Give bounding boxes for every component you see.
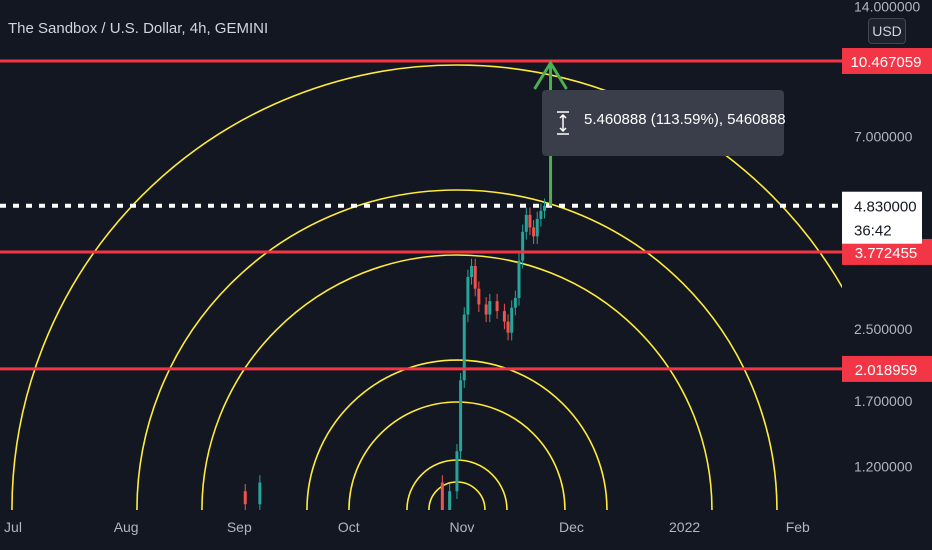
candle-body bbox=[528, 214, 532, 228]
price-axis[interactable]: 14.000000 7.000000 2.500000 1.700000 1.20000… bbox=[842, 0, 932, 550]
price-tick-5: 1.200000 bbox=[854, 458, 913, 474]
time-label-2: Aug bbox=[114, 519, 139, 535]
candle-body bbox=[495, 301, 499, 312]
measure-text: 5.460888 (113.59%), 5460888 bbox=[584, 111, 786, 128]
time-axis[interactable]: Jul Aug Sep Oct Nov Dec 2022 Feb bbox=[0, 510, 932, 550]
candle-body bbox=[502, 311, 506, 322]
candle-body bbox=[524, 214, 528, 232]
candle-body bbox=[506, 321, 510, 333]
level-badge-1 bbox=[842, 47, 932, 74]
price-tick-3: 2.500000 bbox=[854, 321, 913, 337]
candle-body bbox=[473, 265, 477, 289]
candle-body bbox=[470, 265, 474, 277]
candle-body bbox=[462, 314, 466, 381]
countdown-label: 36:42 bbox=[854, 223, 892, 240]
candle-body bbox=[459, 380, 463, 452]
price-tick-1: 14.000000 bbox=[854, 0, 920, 15]
fib-arc-3 bbox=[348, 401, 566, 511]
current-price-badge bbox=[842, 191, 922, 244]
arrow-head bbox=[533, 60, 568, 90]
candle-body bbox=[535, 218, 539, 237]
level-badge-3 bbox=[842, 355, 932, 382]
level-label-3: 2.018959 bbox=[855, 362, 918, 379]
candle-body bbox=[243, 491, 247, 505]
candle-body bbox=[477, 288, 481, 305]
candle-body bbox=[543, 205, 547, 211]
horizontal-levels[interactable]: 10.467059 3.772455 2.018959 bbox=[0, 47, 932, 382]
measure-range-icon bbox=[557, 111, 569, 135]
price-tick-2: 7.000000 bbox=[854, 128, 913, 144]
price-axis-bg bbox=[842, 0, 932, 550]
candle-body bbox=[440, 482, 444, 510]
current-price-label: 4.830000 bbox=[854, 199, 917, 216]
time-label-4: Oct bbox=[338, 519, 360, 535]
candle-body bbox=[488, 301, 492, 315]
measure-tooltip: 5.460888 (113.59%), 5460888 bbox=[542, 90, 786, 156]
time-label-3: Sep bbox=[227, 519, 252, 535]
candle-body bbox=[539, 210, 543, 219]
candle-body bbox=[466, 276, 470, 315]
fib-arc-6 bbox=[136, 189, 778, 511]
level-label-2: 3.772455 bbox=[855, 245, 918, 262]
candle-body bbox=[510, 307, 514, 333]
time-axis-bg bbox=[0, 510, 932, 550]
fib-arc-4 bbox=[306, 359, 608, 511]
candle-body bbox=[532, 227, 536, 237]
candle-body bbox=[448, 491, 452, 510]
time-label-1: Jul bbox=[4, 519, 22, 535]
candle-body bbox=[455, 451, 459, 492]
chart-title: The Sandbox / U.S. Dollar, 4h, GEMINI bbox=[8, 20, 269, 37]
candles bbox=[243, 198, 547, 518]
time-label-8: Feb bbox=[786, 519, 810, 535]
candle-body bbox=[258, 482, 262, 505]
time-label-6: Dec bbox=[559, 519, 584, 535]
candle-body bbox=[513, 297, 517, 308]
candle-body bbox=[517, 260, 521, 298]
price-tick-4: 1.700000 bbox=[854, 393, 913, 409]
candle-body bbox=[521, 231, 525, 261]
candle-body bbox=[484, 304, 488, 315]
level-label-1: 10.467059 bbox=[851, 54, 922, 71]
fib-arc-5 bbox=[201, 254, 713, 511]
time-label-5: Nov bbox=[449, 519, 474, 535]
currency-button[interactable]: USD bbox=[868, 18, 906, 44]
time-label-7: 2022 bbox=[669, 519, 700, 535]
